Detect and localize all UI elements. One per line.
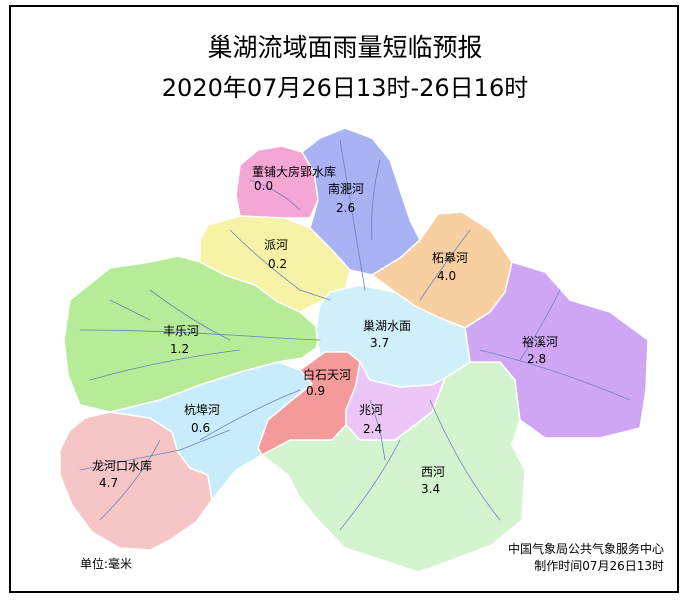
unit-label: 单位:毫米 <box>80 557 133 571</box>
region-value-label: 0.6 <box>191 421 210 435</box>
rivers-layer <box>79 139 631 531</box>
map-title: 巢湖流域面雨量短临预报 <box>207 33 483 62</box>
region-name-label: 柘皋河 <box>432 250 468 265</box>
region-value-label: 0.0 <box>254 179 273 193</box>
region-name-label: 派河 <box>264 238 288 252</box>
river-line <box>519 289 561 361</box>
region-name-label: 西河 <box>421 465 445 479</box>
river-line <box>149 289 231 341</box>
regions-layer <box>59 127 649 573</box>
river-line <box>99 439 161 521</box>
river-line <box>249 179 301 211</box>
region-value-label: 2.4 <box>363 422 382 436</box>
map-subtitle: 2020年07月26日13时-26日16时 <box>161 74 529 102</box>
river-line <box>419 229 471 301</box>
region-value-label: 4.0 <box>437 269 456 283</box>
region-value-label: 3.4 <box>421 482 440 496</box>
region-yuxi[interactable] <box>464 261 649 439</box>
river-line <box>229 229 331 301</box>
region-zhaohe[interactable] <box>345 361 446 441</box>
region-name-label: 南淝河 <box>328 181 364 196</box>
river-line <box>479 349 631 401</box>
source-info: 中国气象局公共气象服务中心 制作时间07月26日13时 <box>508 541 664 575</box>
region-name-label: 白石天河 <box>303 367 351 382</box>
region-name-label: 兆河 <box>359 403 383 417</box>
region-baishitian[interactable] <box>257 351 361 456</box>
river-line <box>79 329 321 341</box>
river-line <box>371 159 381 241</box>
source-label: 中国气象局公共气象服务中心 <box>507 542 664 556</box>
river-line <box>79 429 231 471</box>
region-fengle[interactable] <box>63 255 321 413</box>
region-value-label: 2.8 <box>527 352 546 366</box>
region-value-label: 3.7 <box>370 336 389 350</box>
river-line <box>339 139 366 291</box>
river-line <box>339 439 401 531</box>
region-name-label: 裕溪河 <box>522 334 558 349</box>
region-paihe[interactable] <box>199 215 351 313</box>
region-value-label: 4.7 <box>99 476 118 490</box>
region-value-label: 0.9 <box>306 384 325 398</box>
region-name-label: 巢湖水面 <box>363 318 411 333</box>
river-line <box>369 399 386 461</box>
labels-layer: 董铺大房郢水库 0.0 南淝河 2.6 派河 0.2 柘皋河 4.0 丰乐河 1… <box>92 164 558 496</box>
region-value-label: 2.6 <box>336 201 355 215</box>
region-name-label: 龙河口水库 <box>92 458 152 473</box>
region-name-label: 董铺大房郢水库 <box>252 164 336 179</box>
region-name-label: 杭埠河 <box>184 402 220 417</box>
made-time-label: 制作时间07月26日13时 <box>534 559 664 573</box>
river-line <box>89 349 241 381</box>
region-value-label: 0.2 <box>268 257 287 271</box>
river-line <box>199 389 301 441</box>
region-value-label: 1.2 <box>170 342 189 356</box>
region-name-label: 丰乐河 <box>163 324 199 338</box>
river-line <box>429 399 501 521</box>
river-line <box>109 299 151 321</box>
